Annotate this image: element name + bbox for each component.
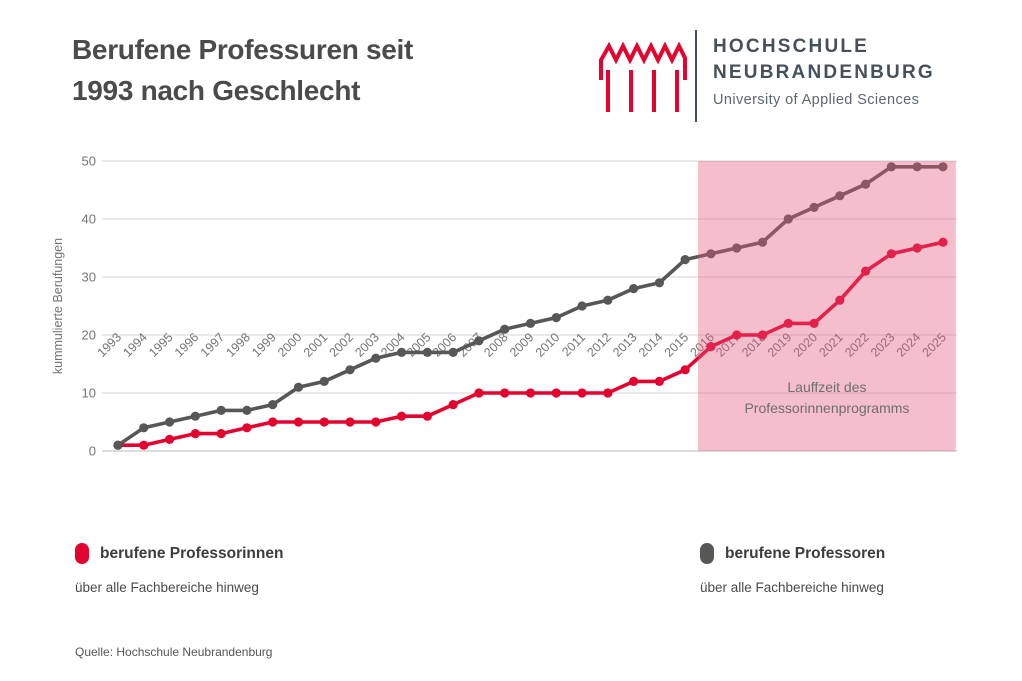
data-point bbox=[886, 162, 897, 172]
logo-name-line2: NEUBRANDENBURG bbox=[713, 61, 935, 83]
legend-label: berufene Professorinnen bbox=[100, 544, 284, 562]
data-point bbox=[448, 347, 458, 357]
data-point bbox=[139, 423, 149, 433]
data-point bbox=[809, 202, 819, 212]
data-point bbox=[577, 388, 587, 398]
page-title-line1: Berufene Professuren seit bbox=[72, 34, 414, 65]
data-point bbox=[732, 330, 742, 340]
data-point bbox=[680, 365, 690, 375]
data-point bbox=[268, 417, 278, 427]
legend-item-professoren: berufene Professoren bbox=[700, 543, 885, 564]
data-point bbox=[809, 318, 819, 328]
data-point bbox=[345, 417, 355, 427]
data-point bbox=[835, 295, 845, 305]
data-point bbox=[629, 376, 639, 386]
data-point bbox=[242, 423, 252, 433]
data-point bbox=[861, 266, 871, 276]
data-point bbox=[706, 342, 716, 352]
data-point bbox=[396, 411, 407, 421]
y-tick-label: 0 bbox=[89, 444, 96, 459]
data-point bbox=[938, 237, 948, 247]
legend-sublabel: über alle Fachbereiche hinweg bbox=[700, 580, 884, 595]
data-point bbox=[783, 318, 793, 328]
data-point bbox=[551, 388, 561, 398]
data-point bbox=[293, 382, 304, 392]
data-point bbox=[319, 417, 329, 427]
university-logo-icon bbox=[599, 41, 687, 112]
data-point bbox=[603, 295, 613, 305]
data-point bbox=[216, 405, 226, 415]
data-point bbox=[706, 249, 716, 259]
y-axis-title: kummulierte Berufungen bbox=[51, 238, 65, 374]
data-point bbox=[783, 214, 793, 224]
data-point bbox=[938, 162, 948, 172]
logo-divider bbox=[695, 30, 697, 122]
data-point bbox=[293, 417, 304, 427]
data-point bbox=[268, 400, 278, 410]
data-point bbox=[732, 243, 742, 253]
data-point bbox=[654, 376, 664, 386]
data-point bbox=[861, 179, 871, 189]
data-point bbox=[500, 388, 510, 398]
legend-item-professorinnen: berufene Professorinnen bbox=[75, 543, 283, 564]
y-tick-label: 30 bbox=[82, 270, 96, 285]
data-point bbox=[912, 243, 922, 253]
university-logo: HOCHSCHULE NEUBRANDENBURG University of … bbox=[598, 28, 958, 126]
data-point bbox=[525, 388, 536, 398]
professorinnen-swatch-icon bbox=[75, 543, 89, 564]
data-point bbox=[448, 400, 458, 410]
data-point bbox=[319, 376, 329, 386]
data-point bbox=[577, 301, 587, 311]
data-point bbox=[654, 278, 664, 288]
highlight-region-label-line1: Lauffzeit des bbox=[787, 379, 866, 395]
y-tick-label: 20 bbox=[82, 328, 96, 343]
data-point bbox=[422, 347, 432, 357]
data-point bbox=[835, 191, 845, 201]
data-point bbox=[912, 162, 922, 172]
data-point bbox=[500, 324, 510, 334]
data-point bbox=[190, 429, 200, 439]
data-point bbox=[396, 347, 407, 357]
source-note: Quelle: Hochschule Neubrandenburg bbox=[75, 645, 273, 659]
data-point bbox=[474, 388, 484, 398]
highlight-region-label-line2: Professorinnenprogramms bbox=[744, 400, 909, 416]
data-point bbox=[139, 440, 149, 450]
data-point bbox=[757, 237, 768, 247]
y-tick-label: 50 bbox=[82, 154, 96, 169]
data-point bbox=[680, 255, 690, 265]
data-point bbox=[164, 417, 175, 427]
data-point bbox=[757, 330, 768, 340]
data-point bbox=[216, 429, 226, 439]
y-tick-label: 40 bbox=[82, 212, 96, 227]
data-point bbox=[603, 388, 613, 398]
highlight-region bbox=[698, 161, 956, 451]
data-point bbox=[525, 318, 536, 328]
professoren-swatch-icon bbox=[700, 543, 714, 564]
logo-subtitle: University of Applied Sciences bbox=[713, 92, 920, 109]
data-point bbox=[113, 440, 123, 450]
logo-roofline bbox=[599, 41, 687, 80]
logo-name-line1: HOCHSCHULE bbox=[713, 36, 870, 57]
page-title: Berufene Professuren seit 1993 nach Gesc… bbox=[72, 30, 413, 111]
legend-sublabel: über alle Fachbereiche hinweg bbox=[75, 580, 259, 595]
data-point bbox=[242, 405, 252, 415]
data-point bbox=[164, 434, 175, 444]
page-title-line2: 1993 nach Geschlecht bbox=[72, 74, 361, 106]
data-point bbox=[190, 411, 200, 421]
logo-text: HOCHSCHULE NEUBRANDENBURG University of … bbox=[713, 34, 935, 108]
data-point bbox=[371, 353, 381, 363]
data-point bbox=[371, 417, 381, 427]
data-point bbox=[474, 336, 484, 346]
data-point bbox=[422, 411, 432, 421]
legend-label: berufene Professoren bbox=[725, 544, 886, 562]
data-point bbox=[886, 249, 897, 259]
data-point bbox=[551, 313, 561, 323]
data-point bbox=[629, 284, 639, 294]
y-tick-label: 10 bbox=[82, 386, 96, 401]
data-point bbox=[345, 365, 355, 375]
